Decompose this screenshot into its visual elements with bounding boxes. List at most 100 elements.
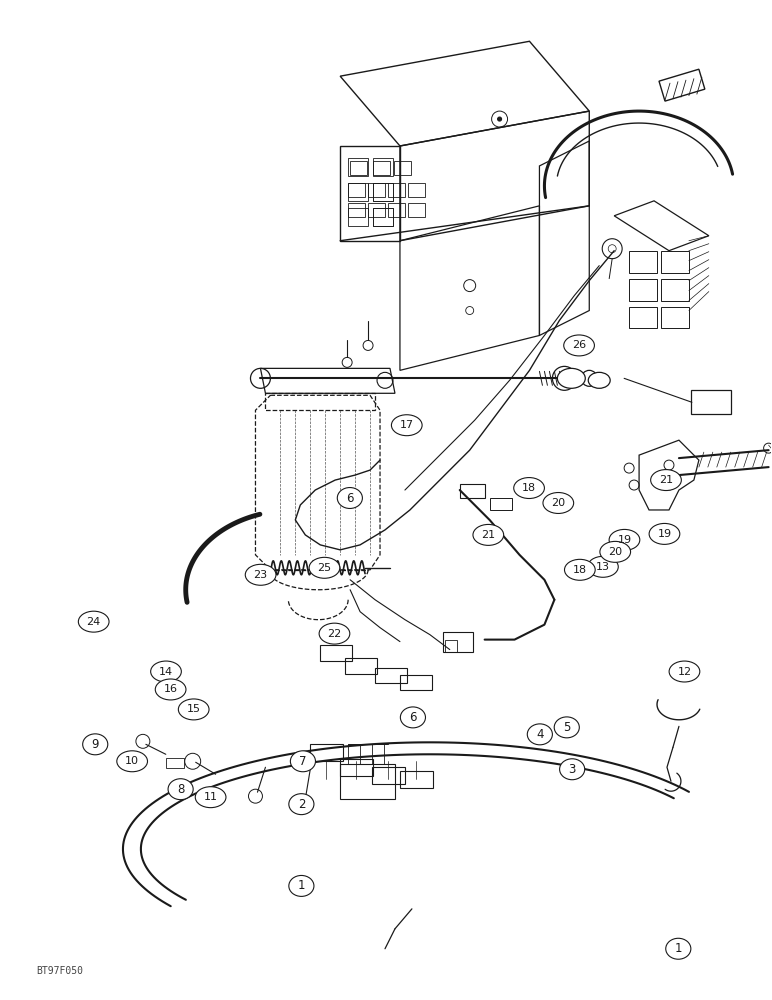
Bar [373,183,393,201]
Ellipse shape [560,759,584,780]
Ellipse shape [290,751,316,772]
Bar [661,279,689,301]
Ellipse shape [669,661,699,682]
Bar [368,183,385,197]
Ellipse shape [117,751,147,772]
Bar [388,203,405,217]
Ellipse shape [609,529,640,550]
Ellipse shape [557,368,585,388]
Text: 4: 4 [536,728,543,741]
Text: 11: 11 [204,792,218,802]
Ellipse shape [665,938,691,959]
Bar [348,158,368,176]
Ellipse shape [195,787,226,808]
Bar [166,758,184,768]
Text: 19: 19 [618,535,631,545]
Text: 18: 18 [573,565,587,575]
Ellipse shape [587,556,618,577]
Ellipse shape [649,523,680,544]
Text: 22: 22 [327,629,341,639]
Ellipse shape [178,699,209,720]
Ellipse shape [289,875,314,896]
Text: 18: 18 [522,483,536,493]
Ellipse shape [513,478,544,499]
Text: 2: 2 [298,798,305,811]
Text: BT97F050: BT97F050 [36,966,83,976]
Text: 7: 7 [300,755,306,768]
Bar [373,183,393,201]
Ellipse shape [564,335,594,356]
Ellipse shape [588,372,610,388]
Bar [373,208,393,226]
Bar [373,208,393,226]
Bar [400,675,432,690]
Text: 20: 20 [608,547,622,557]
Text: 24: 24 [86,617,101,627]
Text: 17: 17 [400,420,414,430]
Bar [368,203,385,217]
Text: 15: 15 [187,704,201,714]
Text: 12: 12 [677,667,692,677]
Ellipse shape [600,541,631,562]
Text: 14: 14 [159,667,173,677]
Text: 5: 5 [563,721,571,734]
Bar [661,307,689,328]
Circle shape [498,117,502,121]
Bar [340,759,373,776]
Bar [661,251,689,273]
Text: 26: 26 [572,340,586,350]
Bar [348,208,368,226]
Ellipse shape [473,524,503,545]
Text: 16: 16 [164,684,178,694]
Bar [394,161,411,175]
Bar [345,658,377,674]
Ellipse shape [337,488,362,508]
Bar [691,390,731,414]
Bar [320,645,352,661]
Bar [388,183,405,197]
Bar [348,183,368,201]
Text: 1: 1 [675,942,682,955]
Text: 23: 23 [253,570,268,580]
Bar [375,668,407,683]
Text: 13: 13 [596,562,610,572]
Ellipse shape [289,794,314,815]
Text: 6: 6 [346,492,354,505]
Text: 19: 19 [658,529,672,539]
Ellipse shape [527,724,553,745]
Ellipse shape [554,717,579,738]
Ellipse shape [391,415,422,436]
Text: 25: 25 [317,563,331,573]
Ellipse shape [309,557,340,578]
Text: 21: 21 [659,475,673,485]
Ellipse shape [245,564,276,585]
Ellipse shape [651,470,682,491]
Bar [372,767,405,784]
Ellipse shape [168,779,193,800]
Ellipse shape [543,493,574,513]
Text: 9: 9 [92,738,99,751]
Text: 10: 10 [125,756,139,766]
Text: 20: 20 [551,498,565,508]
Bar [348,203,365,217]
Ellipse shape [155,679,186,700]
Ellipse shape [319,623,350,644]
Bar [400,771,433,788]
Bar [489,498,512,510]
Bar [310,744,344,761]
Bar [373,158,393,176]
Bar [340,764,395,799]
Bar [629,251,657,273]
Text: 3: 3 [568,763,576,776]
Bar [408,203,425,217]
Bar [443,632,472,652]
Bar [445,640,457,652]
Bar [373,161,390,175]
Bar [350,161,367,175]
Bar [408,183,425,197]
Ellipse shape [83,734,108,755]
Ellipse shape [151,661,181,682]
Text: 8: 8 [177,783,185,796]
Bar [629,307,657,328]
Bar [460,484,485,498]
